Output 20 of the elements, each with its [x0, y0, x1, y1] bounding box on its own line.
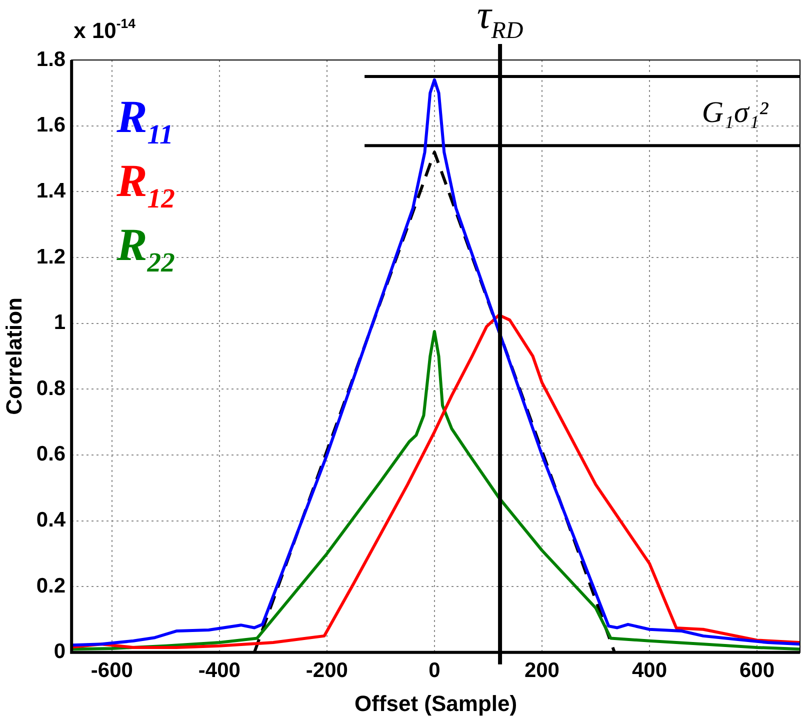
x-tick-label: -400 [198, 658, 240, 682]
annotation: G₁σ₁² [702, 96, 770, 129]
y-tick-label: 0 [54, 640, 66, 664]
x-tick-label: 600 [739, 658, 775, 682]
x-tick-label: 400 [632, 658, 668, 682]
y-axis-title: Correlation [1, 298, 26, 415]
y-tick-label: 0.8 [36, 376, 66, 400]
y-tick-label: 1.6 [36, 114, 66, 137]
y-tick-label: 0.6 [36, 442, 66, 466]
x-tick-label: 0 [428, 658, 440, 682]
y-tick-label: 0.2 [36, 574, 66, 598]
y-tick-label: 1 [54, 311, 66, 334]
x-tick-label: 200 [524, 658, 560, 682]
y-tick-label: 1.2 [36, 245, 66, 268]
x-axis-title: Offset (Sample) [354, 690, 518, 716]
y-tick-label: 0.4 [36, 508, 66, 532]
x-tick-label: -600 [90, 658, 133, 682]
y-tick-label: 1.8 [36, 48, 66, 71]
y-tick-label: 1.4 [36, 179, 66, 202]
x-tick-label: -200 [306, 658, 348, 682]
